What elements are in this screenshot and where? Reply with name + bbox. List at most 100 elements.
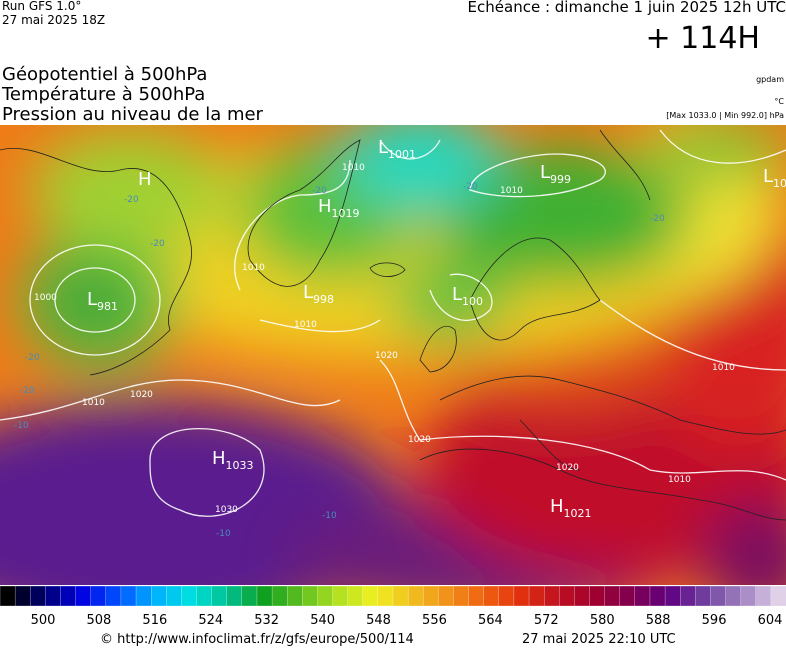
colorbar-swatch <box>695 585 712 607</box>
temperature-label: -10 <box>14 421 29 431</box>
colorbar-swatch <box>362 585 379 607</box>
center-letter: L <box>303 282 313 303</box>
colorbar-swatch <box>151 585 167 607</box>
colorbar-swatch <box>423 585 439 607</box>
map <box>0 125 786 585</box>
isobar-label: 1020 <box>130 390 153 400</box>
colorbar-swatch <box>438 585 455 607</box>
colorbar-swatch <box>498 585 515 607</box>
title: Géopotentiel à 500hPa <box>2 64 207 85</box>
colorbar-swatch <box>740 585 757 607</box>
colorbar-swatch <box>120 585 137 607</box>
colorbar-swatch <box>45 585 62 607</box>
isobar-label: 1020 <box>408 435 431 445</box>
colorbar-swatch <box>90 585 107 607</box>
colorbar-swatch <box>135 585 152 607</box>
colorbar-swatch <box>483 585 500 607</box>
center-letter: L <box>378 137 388 158</box>
center-letter: L <box>452 284 462 305</box>
colorbar-label: 580 <box>590 613 615 628</box>
timestamp: 27 mai 2025 22:10 UTC <box>522 632 676 647</box>
colorbar-swatch <box>634 585 651 607</box>
isobar-label: 1020 <box>375 351 398 361</box>
isobar-label: 1010 <box>712 363 735 373</box>
colorbar-swatch <box>407 585 424 607</box>
colorbar-swatch <box>513 585 530 607</box>
colorbar-swatch <box>710 585 727 607</box>
center-value: 10 <box>773 177 786 190</box>
colorbar-swatch <box>559 585 576 607</box>
isobar-label: 1030 <box>215 505 238 515</box>
temperature-label: -20 <box>463 182 478 192</box>
center-letter: L <box>763 166 773 187</box>
colorbar: 500 508 516 524 532 540 548 556 564 572 580 588 596 6… <box>0 585 786 628</box>
center-value: 998 <box>313 293 334 306</box>
temperature-label: -20 <box>312 186 327 196</box>
center-letter: H <box>212 448 226 469</box>
colorbar-swatch <box>770 585 786 607</box>
temperature-label: -20 <box>124 195 139 205</box>
pressure-center: H1033 <box>212 448 254 472</box>
colorbar-swatch <box>589 585 606 607</box>
temperature-label: -10 <box>322 511 337 521</box>
title: Température à 500hPa <box>1 84 205 105</box>
colorbar-swatch <box>241 585 258 607</box>
pressure-center: L998 <box>303 282 334 306</box>
colorbar-swatch <box>166 585 183 607</box>
center-value: 1033 <box>226 459 254 472</box>
colorbar-swatch <box>271 585 288 607</box>
pressure-center: L100 <box>452 284 483 308</box>
center-value: 1021 <box>564 507 592 520</box>
colorbar-swatch <box>468 585 485 607</box>
pressure-center: L10 <box>763 166 786 190</box>
temperature-label: -20 <box>25 353 40 363</box>
isobar-label: 1000 <box>34 293 57 303</box>
pressure-center: L981 <box>87 289 118 313</box>
pressure-center: H1021 <box>550 496 592 520</box>
colorbar-swatch <box>256 585 273 607</box>
step: + 114H <box>646 21 761 56</box>
colorbar-swatch <box>211 585 228 607</box>
colorbar-label: 548 <box>366 613 391 628</box>
center-letter: H <box>550 496 564 517</box>
unit: [Max 1033.0 | Min 992.0] hPa <box>666 111 784 120</box>
colorbar-swatch <box>347 585 364 607</box>
colorbar-swatch <box>181 585 198 607</box>
temperature-label: -20 <box>150 239 165 249</box>
center-letter: L <box>540 162 550 183</box>
colorbar-swatch <box>619 585 636 607</box>
unit: °C <box>774 97 784 106</box>
colorbar-swatch <box>30 585 46 607</box>
title: Pression au niveau de la mer <box>2 104 264 125</box>
colorbar-swatch <box>302 585 319 607</box>
colorbar-swatch <box>196 585 213 607</box>
colorbar-swatch <box>226 585 243 607</box>
colorbar-label: 556 <box>422 613 447 628</box>
colorbar-label: 500 <box>31 613 56 628</box>
colorbar-swatch <box>544 585 560 607</box>
colorbar-label: 564 <box>478 613 503 628</box>
colorbar-label: 524 <box>198 613 223 628</box>
colorbar-swatch <box>725 585 742 607</box>
isobar-label: 1010 <box>242 263 265 273</box>
temperature-label: -20 <box>20 386 35 396</box>
colorbar-swatch <box>287 585 303 607</box>
pressure-center: H <box>138 169 152 190</box>
center-value: 999 <box>550 173 571 186</box>
center-value: 1019 <box>332 207 360 220</box>
colorbar-swatch <box>75 585 92 607</box>
source: © http://www.infoclimat.fr/z/gfs/europe/… <box>100 632 414 647</box>
colorbar-swatch <box>453 585 470 607</box>
run-label: Run GFS 1.0° <box>2 0 81 13</box>
center-letter: L <box>87 289 97 310</box>
colorbar-label: 516 <box>142 613 167 628</box>
colorbar-label: 604 <box>758 613 783 628</box>
isobar-label: 1010 <box>668 475 691 485</box>
colorbar-swatch <box>332 585 349 607</box>
colorbar-swatch <box>649 585 666 607</box>
colorbar-swatch <box>680 585 696 607</box>
run-date: 27 mai 2025 18Z <box>2 13 105 27</box>
center-letter: H <box>318 196 332 217</box>
